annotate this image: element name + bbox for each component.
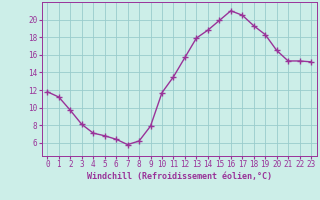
X-axis label: Windchill (Refroidissement éolien,°C): Windchill (Refroidissement éolien,°C) (87, 172, 272, 181)
